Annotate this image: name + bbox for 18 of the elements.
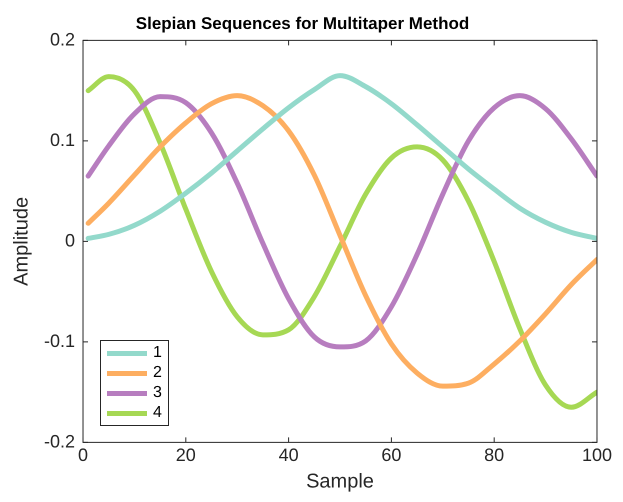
- legend-label: 3: [153, 384, 162, 402]
- y-tick-label: -0.2: [44, 431, 76, 452]
- y-tick-label: 0: [65, 230, 76, 250]
- x-tick-label: 20: [176, 445, 196, 466]
- x-tick-label: 0: [78, 445, 88, 466]
- x-tick-label: 40: [278, 445, 299, 466]
- y-tick-label: -0.1: [44, 330, 76, 351]
- y-tick-label: 0.2: [50, 29, 76, 50]
- legend-label: 4: [153, 404, 162, 422]
- x-tick-label: 100: [582, 445, 612, 466]
- chart-title: Slepian Sequences for Multitaper Method: [136, 14, 470, 33]
- y-axis-title: Amplitude: [10, 196, 33, 286]
- x-axis-title: Sample: [306, 470, 374, 493]
- legend-label: 2: [153, 364, 162, 382]
- x-tick-label: 80: [484, 445, 504, 466]
- legend-label: 1: [153, 344, 162, 362]
- x-tick-label: 60: [381, 445, 402, 466]
- y-tick-label: 0.1: [50, 130, 76, 150]
